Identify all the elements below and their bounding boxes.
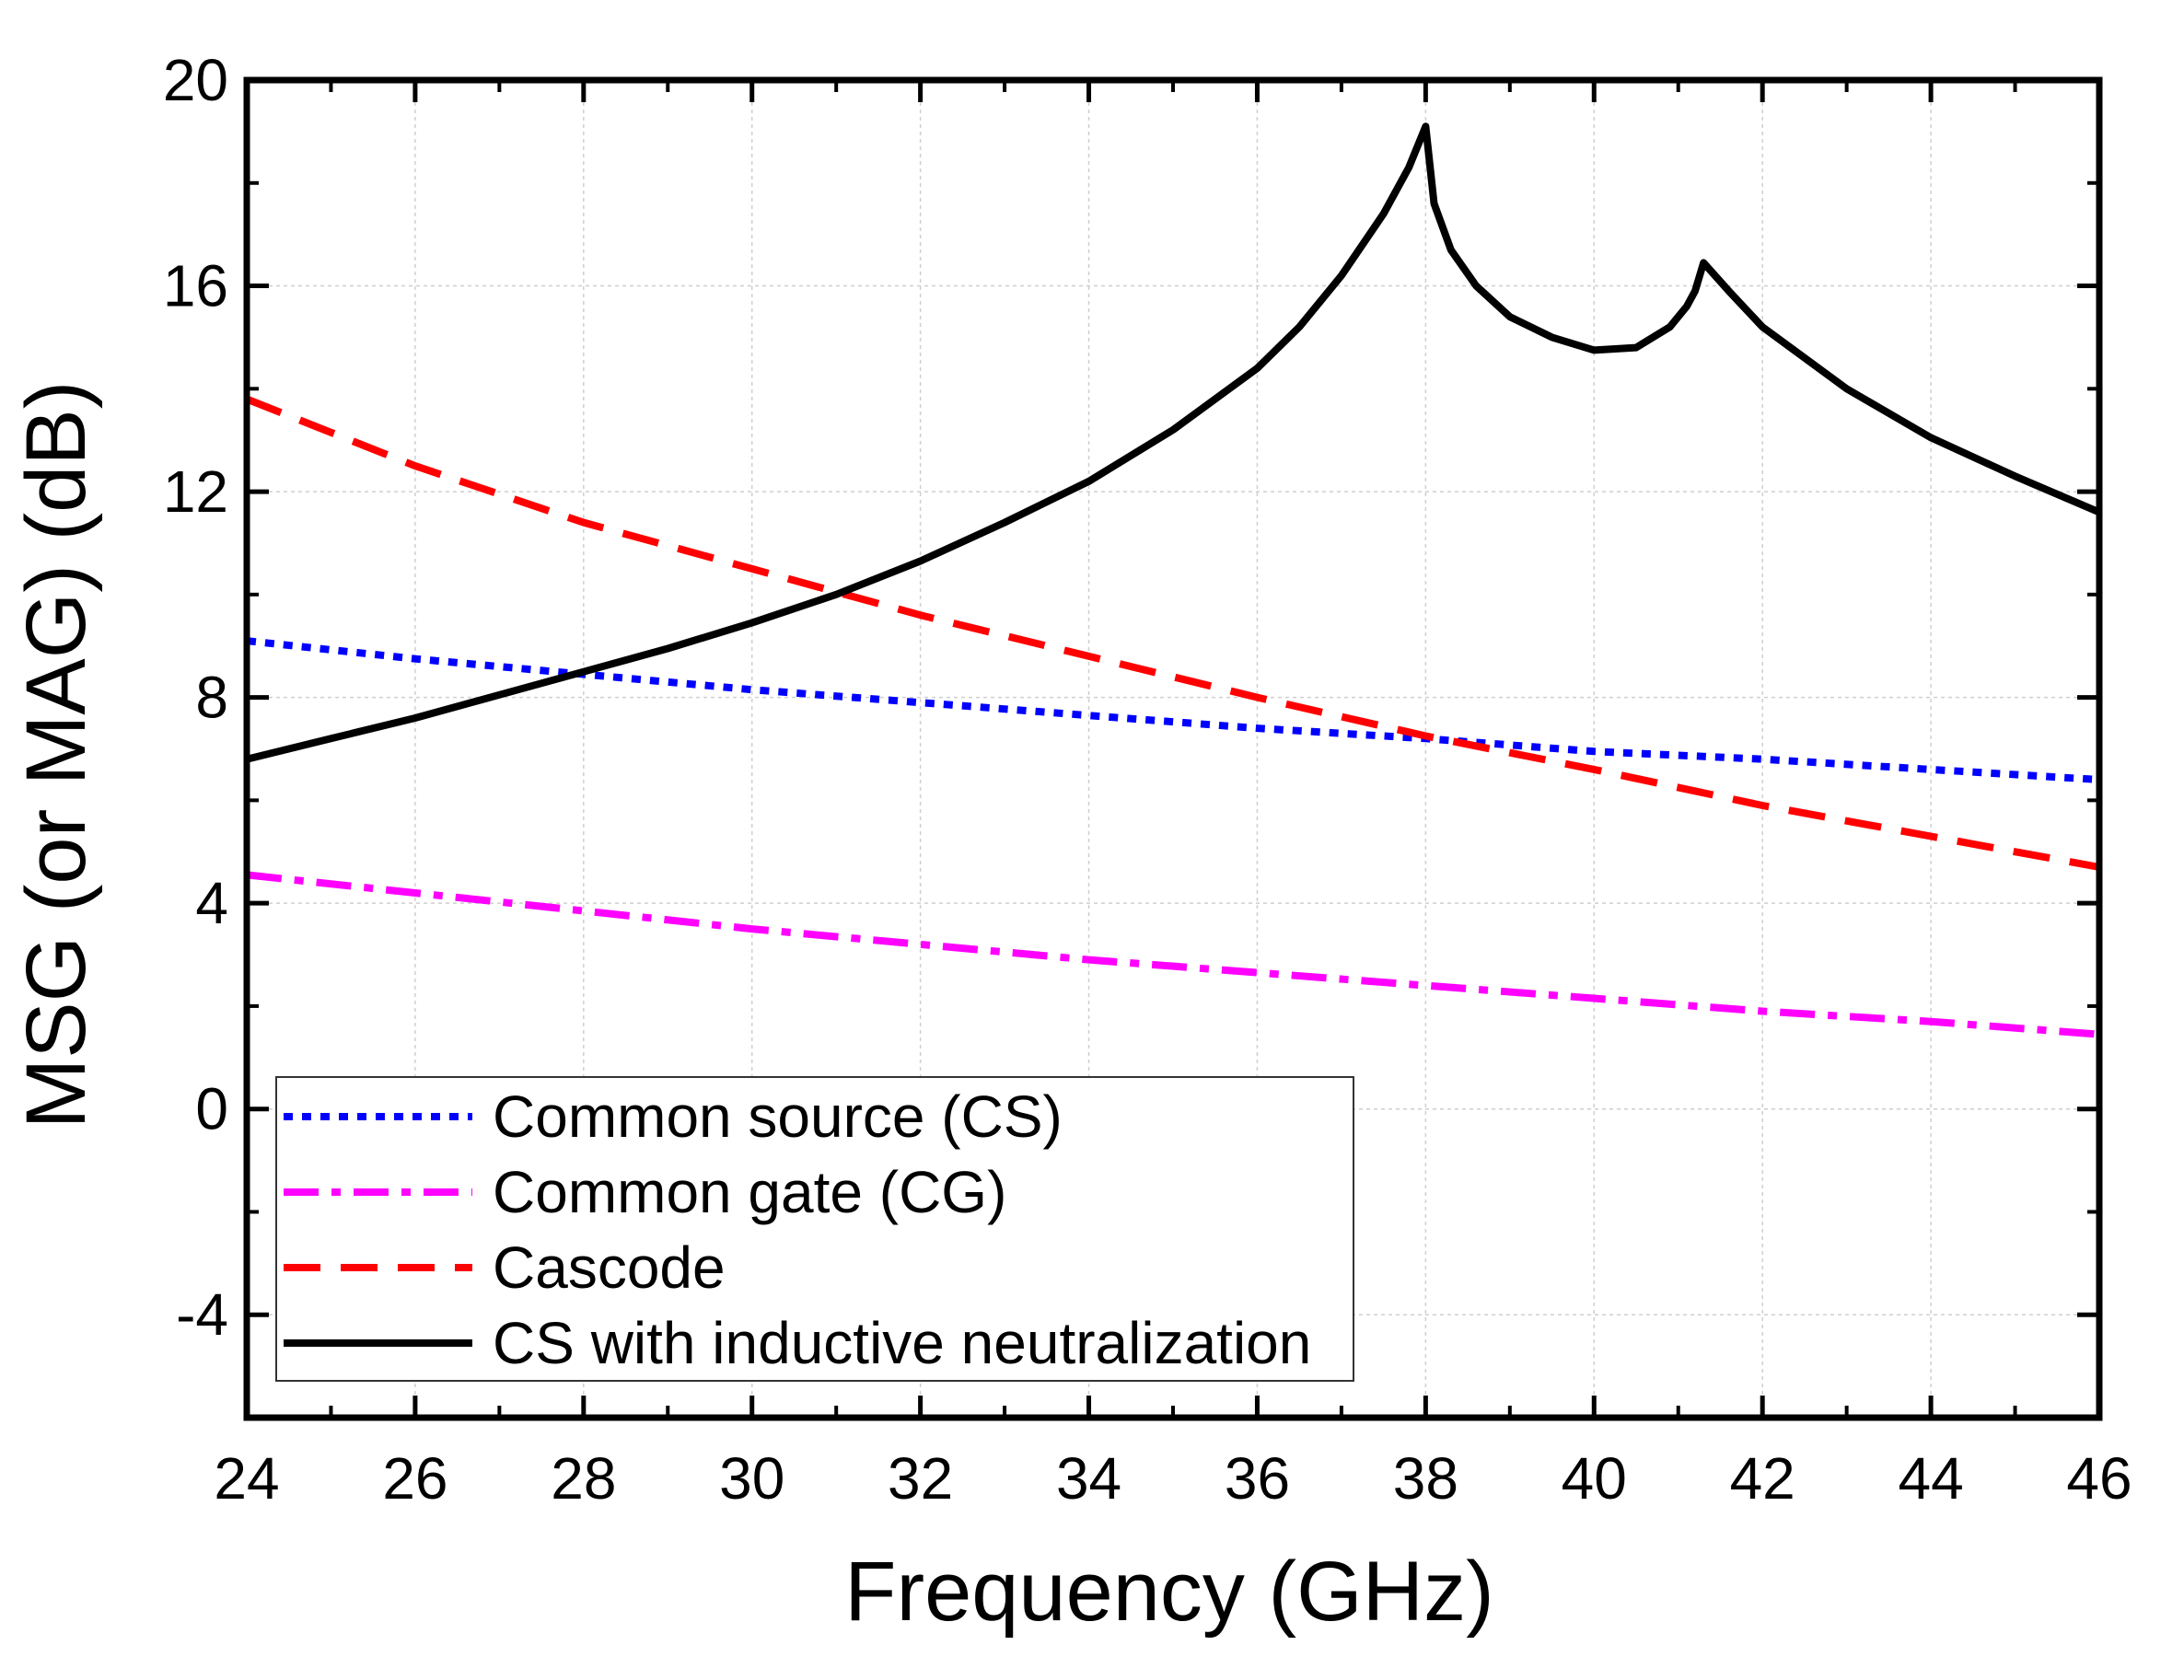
x-tick-label: 26 <box>382 1445 447 1512</box>
y-tick-label: 0 <box>195 1076 228 1142</box>
x-tick-label: 34 <box>1056 1445 1121 1512</box>
y-tick-label: 20 <box>163 47 228 113</box>
y-tick-label: 8 <box>195 665 228 731</box>
series-line-4 <box>246 122 2101 763</box>
series-line-1 <box>246 637 2100 783</box>
legend-box <box>275 1076 1354 1382</box>
x-tick-label: 44 <box>1898 1445 1963 1512</box>
data-series <box>245 122 2101 1038</box>
x-tick-label: 38 <box>1393 1445 1458 1512</box>
x-tick-label: 46 <box>2066 1445 2132 1512</box>
y-tick-label: 16 <box>163 253 228 319</box>
x-tick-label: 40 <box>1562 1445 1627 1512</box>
x-axis-title: Frequency (GHz) <box>844 1545 1494 1639</box>
legend-label-3: Cascode <box>493 1234 726 1301</box>
axis-ticks <box>244 77 2102 1418</box>
y-tick-labels: -4 0 4 8 12 16 20 <box>163 47 228 1348</box>
x-tick-label: 32 <box>888 1445 953 1512</box>
y-tick-label: 4 <box>195 870 228 936</box>
x-tick-label: 42 <box>1730 1445 1795 1512</box>
series-line-3 <box>245 395 2100 871</box>
x-tick-label: 28 <box>551 1445 616 1512</box>
x-tick-labels: 24 26 28 30 32 34 36 38 40 42 44 46 <box>214 1445 2132 1512</box>
x-tick-label: 30 <box>719 1445 784 1512</box>
series-line-2 <box>246 871 2100 1038</box>
y-tick-label: 12 <box>163 458 228 525</box>
legend-entries: Common source (CS) Common gate (CG) Cascod… <box>284 1083 1311 1376</box>
legend: Common source (CS) Common gate (CG) Cascod… <box>275 1076 1354 1382</box>
legend-label-4: CS with inductive neutralization <box>493 1310 1311 1376</box>
y-axis-title: MSG (or MAG) (dB) <box>9 381 103 1130</box>
legend-label-1: Common source (CS) <box>493 1083 1063 1150</box>
x-tick-label: 24 <box>214 1445 279 1512</box>
x-tick-label: 36 <box>1225 1445 1290 1512</box>
y-tick-label: -4 <box>176 1281 228 1348</box>
legend-label-2: Common gate (CG) <box>493 1159 1006 1225</box>
